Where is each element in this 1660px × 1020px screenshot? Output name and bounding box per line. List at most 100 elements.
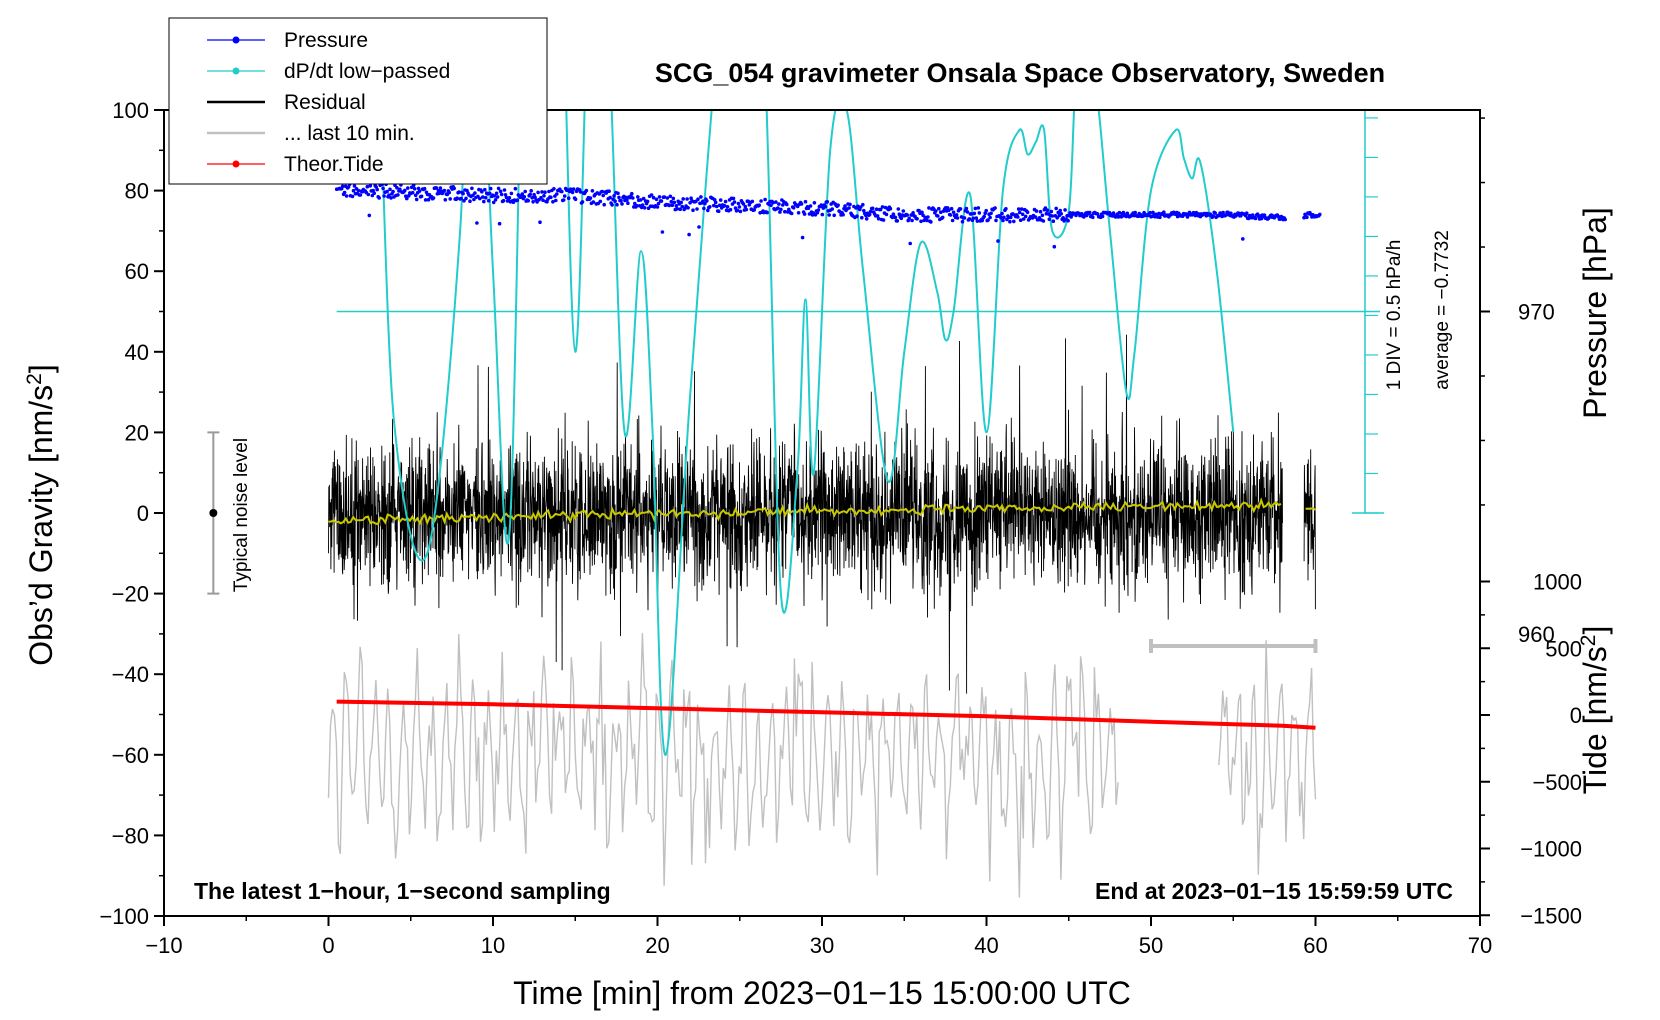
pressure-point — [654, 197, 659, 202]
pressure-point — [878, 207, 883, 212]
pressure-point — [1054, 206, 1058, 211]
y-axis-title-gravity-main: Obs’d Gravity [nm/s — [23, 385, 59, 666]
pressure-point — [896, 207, 901, 211]
pressure-point — [1162, 210, 1166, 214]
pressure-point — [893, 215, 898, 220]
pressure-point — [910, 218, 914, 223]
pressure-point — [1049, 209, 1054, 214]
pressure-point — [717, 203, 722, 208]
pressure-point — [891, 212, 896, 216]
pressure-point — [1045, 208, 1050, 212]
pressure-point — [969, 212, 974, 216]
pressure-point — [498, 189, 503, 194]
pressure-point — [948, 213, 953, 217]
pressure-point — [955, 216, 960, 220]
pressure-point — [494, 191, 499, 196]
pressure-point — [816, 208, 821, 212]
pressure-point — [1021, 217, 1026, 221]
y-tick-label: −80 — [112, 823, 149, 848]
pressure-point — [984, 208, 988, 213]
tide-tick-label: 500 — [1545, 636, 1582, 661]
x-tick-label: 50 — [1139, 933, 1163, 958]
pressure-point — [708, 205, 712, 209]
pressure-point — [584, 188, 589, 193]
legend-label: Theor.Tide — [284, 153, 384, 176]
pressure-point — [774, 200, 778, 204]
pressure-point — [911, 211, 915, 215]
pressure-point — [366, 192, 371, 197]
pressure-point — [526, 198, 530, 203]
pressure-point — [812, 201, 817, 205]
pressure-point — [573, 197, 578, 202]
pressure-point — [778, 210, 782, 214]
pressure-point — [776, 206, 780, 210]
pressure-point — [678, 207, 682, 211]
pressure-point — [702, 206, 706, 211]
dpdt-average-label: average = −0.7732 — [1432, 230, 1453, 390]
pressure-point — [638, 198, 643, 202]
pressure-point — [551, 200, 555, 204]
pressure-point — [1117, 210, 1122, 215]
pressure-point — [972, 211, 977, 216]
pressure-point — [645, 199, 650, 204]
pressure-point — [588, 196, 593, 200]
pressure-point — [936, 214, 940, 218]
pressure-point — [848, 202, 852, 207]
pressure-point — [1244, 211, 1249, 215]
pressure-point — [482, 199, 486, 204]
legend-label: Residual — [284, 91, 366, 114]
pressure-point — [874, 207, 879, 211]
pressure-point — [501, 198, 506, 203]
pressure-point — [1224, 213, 1228, 217]
pressure-point — [351, 188, 356, 193]
pressure-point — [763, 197, 767, 202]
pressure-point — [513, 186, 518, 191]
pressure-point — [905, 213, 909, 217]
pressure-point — [443, 198, 448, 202]
pressure-point — [696, 197, 700, 201]
pressure-point — [787, 207, 791, 212]
noise-level-label: Typical noise level — [231, 438, 252, 592]
y-tick-label: 20 — [125, 420, 149, 445]
pressure-point — [626, 201, 630, 205]
pressure-point — [965, 210, 970, 214]
pressure-point — [832, 213, 836, 218]
pressure-point — [1023, 214, 1028, 219]
pressure-point — [808, 204, 813, 208]
pressure-tick-label: 980 — [1518, 0, 1555, 2]
pressure-point — [1262, 213, 1267, 217]
pressure-point — [1050, 214, 1055, 218]
pressure-point — [591, 200, 596, 204]
pressure-point — [994, 218, 998, 223]
pressure-point — [1121, 210, 1126, 215]
pressure-point — [631, 196, 635, 200]
pressure-point — [861, 202, 865, 207]
pressure-point — [503, 193, 508, 197]
pressure-point — [1061, 216, 1065, 220]
pressure-point — [800, 235, 805, 240]
pressure-point — [616, 191, 620, 196]
pressure-point — [1025, 210, 1030, 215]
y-axis-title-tide-main: Tide [nm/s — [1577, 646, 1613, 794]
pressure-point — [464, 196, 468, 201]
pressure-point — [580, 200, 585, 204]
pressure-point — [920, 210, 924, 215]
pressure-point — [669, 199, 674, 204]
pressure-point — [651, 195, 656, 200]
pressure-point — [488, 186, 493, 191]
pressure-point — [656, 201, 661, 206]
pressure-point — [738, 209, 743, 214]
pressure-point — [950, 218, 955, 223]
pressure-point — [566, 196, 571, 200]
y-axis-title-tide-end: ] — [1577, 626, 1613, 635]
pressure-point — [417, 189, 422, 193]
pressure-point — [723, 199, 728, 204]
pressure-point — [1158, 215, 1162, 220]
pressure-point — [1318, 212, 1322, 217]
pressure-point — [1283, 217, 1287, 222]
pressure-point — [713, 200, 718, 205]
pressure-point — [915, 217, 919, 221]
pressure-point — [539, 195, 543, 200]
pressure-point — [1088, 210, 1092, 215]
pressure-point — [836, 203, 840, 207]
